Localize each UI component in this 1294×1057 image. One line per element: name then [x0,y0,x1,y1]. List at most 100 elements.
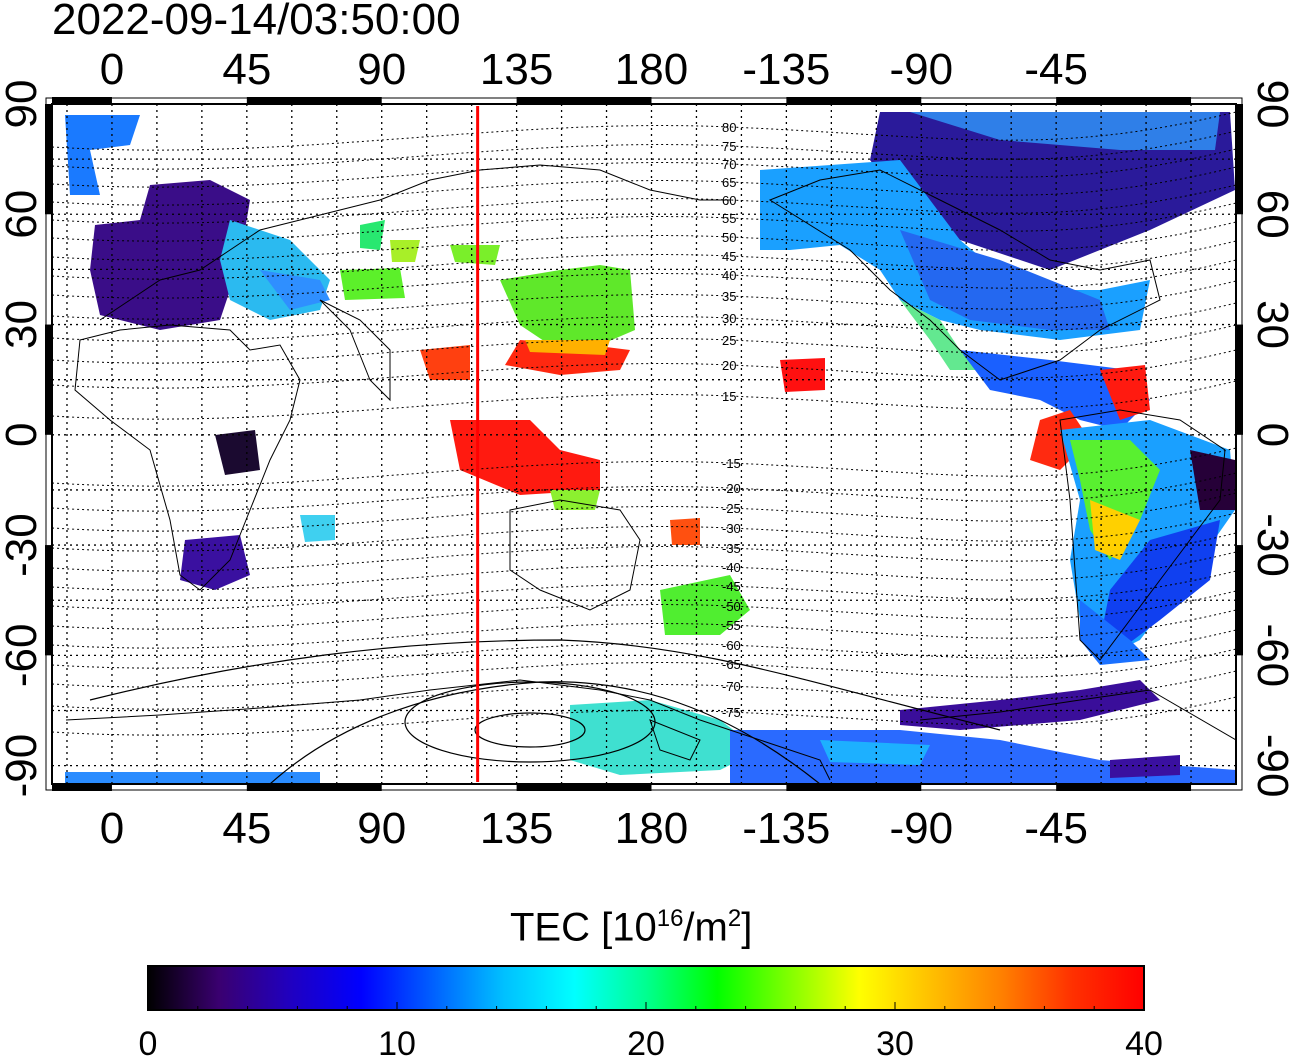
magnetic-latitude-contour [52,447,1236,487]
magnetic-latitude-contour [52,130,1236,170]
left-latitude-tick: -90 [0,734,46,798]
coastlines [65,164,1236,781]
frame-bar-top [516,97,652,103]
magnetic-latitude-contour [52,696,1236,736]
colorbar-tick-label: 0 [139,1025,158,1057]
magnetic-latitude-label: 35 [722,289,736,304]
magnetic-latitude-label: -20 [722,481,741,496]
left-latitude-ticks: 90 60 30 0 -30 -60 -90 [0,80,46,798]
magnetic-latitude-label: 30 [722,311,736,326]
magnetic-latitude-label: -75 [722,705,741,720]
magnetic-latitude-label: -70 [722,679,741,694]
bottom-longitude-tick: 90 [357,804,406,853]
bottom-longitude-tick: -45 [1024,804,1088,853]
magnetic-latitude-contour [52,280,1236,320]
magnetic-latitude-contour [52,349,1236,389]
magnetic-latitude-contour [52,512,1236,552]
magnetic-latitude-label: 55 [722,211,736,226]
left-latitude-tick: 0 [0,423,46,447]
magnetic-latitude-label: 20 [722,358,736,373]
magnetic-latitude-label: -55 [722,618,741,633]
bottom-longitude-tick: 0 [100,804,124,853]
top-longitude-tick: 45 [222,45,271,94]
magnetic-latitude-contour [52,492,1236,532]
colorbar-title-exponent: 16 [656,905,684,932]
magnetic-latitude-label: 50 [722,230,736,245]
frame-bar-bottom [516,785,652,791]
frame-bar-left [45,545,51,656]
top-longitude-tick: 0 [100,45,124,94]
left-latitude-tick: -30 [0,513,46,577]
frame-bar-top [52,97,112,103]
magnetic-latitude-contour [52,184,1236,224]
magnetic-latitude-contour [52,648,1236,688]
frame-bar-right [1237,324,1243,435]
colorbar-title-unit-exponent: 2 [727,905,742,932]
right-latitude-tick: 60 [1248,190,1294,239]
top-longitude-tick: 90 [357,45,406,94]
timestamp-title: 2022-09-14/03:50:00 [52,0,461,44]
magnetic-latitude-label: 65 [722,175,736,190]
magnetic-latitude-contour [52,259,1236,299]
top-longitude-tick: -90 [889,45,953,94]
frame-bar-top [786,97,922,103]
right-latitude-tick: -90 [1248,734,1294,798]
frame-bar-top [246,97,382,103]
right-latitude-tick: 90 [1248,80,1294,129]
magnetic-latitude-contour [52,670,1236,710]
magnetic-latitude-label: 60 [722,193,736,208]
magnetic-latitude-contour [52,629,1236,669]
right-latitude-tick: 30 [1248,300,1294,349]
magnetic-latitude-label: -45 [722,579,741,594]
south-magnetic-pole-contours [89,639,1001,784]
frame-bar-left [45,324,51,435]
frame-scale-bars [45,97,1243,791]
colorbar-tick-label: 30 [876,1025,914,1057]
tec-data-layer [65,112,1236,784]
magnetic-latitude-contour [52,166,1236,206]
right-latitude-tick: 0 [1248,423,1294,447]
magnetic-latitude-label: 75 [722,139,736,154]
magnetic-latitude-label: 25 [722,333,736,348]
magnetic-latitude-contour [52,221,1236,261]
magnetic-latitude-contour [52,324,1236,364]
frame-bar-right [1237,545,1243,656]
bottom-longitude-tick: -90 [889,804,953,853]
left-latitude-tick: -60 [0,624,46,688]
map-frame [51,103,1237,785]
top-longitude-tick: 135 [480,45,553,94]
magnetic-latitude-contour [52,551,1236,591]
colorbar-tick-label: 40 [1125,1025,1163,1057]
top-longitude-ticks: 0 45 90 135 180 -135 -90 -45 [100,45,1088,94]
magnetic-latitude-label: 80 [722,120,736,135]
bottom-longitude-tick: 135 [480,804,553,853]
left-latitude-tick: 30 [0,300,46,349]
colorbar-title-unit: /m [683,905,728,950]
bottom-longitude-tick: 180 [615,804,688,853]
magnetic-latitude-label: 15 [722,389,736,404]
top-longitude-tick: 180 [615,45,688,94]
magnetic-latitude-contour [52,472,1236,512]
magnetic-latitude-label: -15 [722,456,741,471]
magnetic-latitude-contour [52,609,1236,649]
magnetic-latitude-label: 70 [722,157,736,172]
magnetic-latitude-labels: 80 75 70 65 60 55 50 45 40 35 30 25 20 15 -15 -20 -25 -30… [722,120,741,720]
magnetic-latitude-label: -25 [722,501,741,516]
left-latitude-tick: 60 [0,190,46,239]
frame-bar-bottom [786,785,922,791]
top-longitude-tick: -135 [742,45,830,94]
magnetic-latitude-contour [52,148,1236,188]
bottom-longitude-ticks: 0 45 90 135 180 -135 -90 -45 [100,804,1088,853]
bottom-longitude-tick: -135 [742,804,830,853]
magnetic-latitude-contour [52,380,1236,420]
left-latitude-tick: 90 [0,80,46,129]
magnetic-latitude-label: -40 [722,560,741,575]
magnetic-latitude-label: -60 [722,638,741,653]
frame-bar-right [1237,104,1243,215]
frame-bar-bottom [52,785,112,791]
magnetic-latitude-label: -35 [722,541,741,556]
magnetic-latitude-label: -50 [722,599,741,614]
magnetic-latitude-contour [52,570,1236,610]
frame-bar-left [45,104,51,215]
